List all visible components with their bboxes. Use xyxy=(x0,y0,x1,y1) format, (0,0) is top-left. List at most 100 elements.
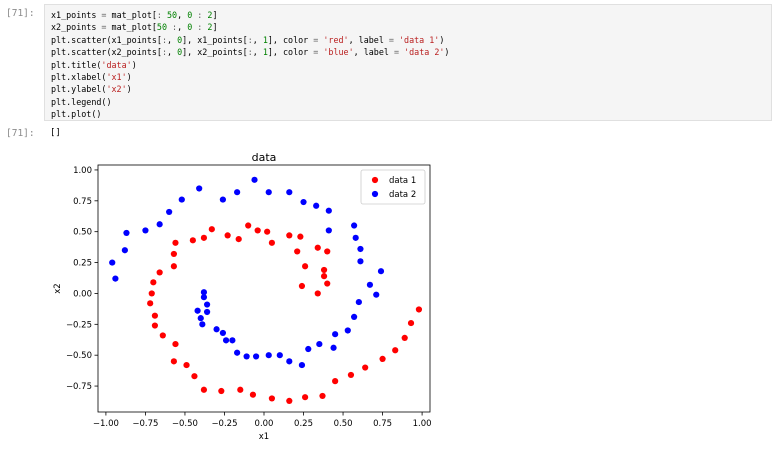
data-point-series-2 xyxy=(305,345,312,353)
data-point-series-1 xyxy=(170,250,177,258)
data-point-series-2 xyxy=(123,229,130,237)
data-point-series-1 xyxy=(347,371,355,379)
code-token: ], color xyxy=(267,34,314,45)
code-token: plt.legend() xyxy=(51,96,112,107)
code-token: : xyxy=(192,22,208,33)
code-editor[interactable]: x1_points = mat_plot[: 50, 0 : 2] x2_poin… xyxy=(51,9,449,121)
code-token: ) xyxy=(439,34,445,45)
data-point-series-1 xyxy=(159,332,166,339)
code-token: = xyxy=(313,47,319,58)
code-token: 'blue' xyxy=(323,47,354,58)
data-point-series-1 xyxy=(401,334,408,341)
data-point-series-1 xyxy=(297,233,304,240)
code-token: ) xyxy=(444,47,450,58)
data-point-series-2 xyxy=(203,308,211,316)
data-point-series-1 xyxy=(191,373,198,380)
code-line: plt.xlabel('x1') xyxy=(51,71,449,83)
code-token: ) xyxy=(126,84,132,95)
y-tick-label: 0.75 xyxy=(73,197,92,207)
data-point-series-1 xyxy=(208,226,215,233)
data-point-series-1 xyxy=(172,239,179,246)
code-token: , xyxy=(166,34,178,45)
data-point-series-2 xyxy=(265,352,272,359)
data-point-series-1 xyxy=(319,392,326,400)
data-point-series-1 xyxy=(249,391,257,398)
code-token: 0 xyxy=(187,22,193,33)
code-cell[interactable]: x1_points = mat_plot[: 50, 0 : 2] x2_poin… xyxy=(44,4,772,121)
code-line: plt.ylabel('x2') xyxy=(51,83,449,95)
code-token: 'data 1' xyxy=(399,34,440,45)
data-point-series-2 xyxy=(197,315,204,322)
x-tick-label: −0.75 xyxy=(132,419,158,429)
data-point-series-2 xyxy=(357,245,364,253)
code-token: 'x1' xyxy=(106,72,127,83)
y-tick-label: 1.00 xyxy=(73,166,92,176)
data-point-series-1 xyxy=(170,358,177,365)
x-tick-label: 1.00 xyxy=(413,419,432,429)
data-point-series-1 xyxy=(224,232,231,239)
data-point-series-2 xyxy=(234,349,241,356)
code-token: 1 xyxy=(262,34,268,45)
code-token: = xyxy=(96,10,112,20)
code-token: 50 xyxy=(156,22,168,33)
data-point-series-2 xyxy=(298,361,306,369)
code-line: plt.scatter(x2_points[:, 0], x2_points[:… xyxy=(51,46,449,58)
code-token: = xyxy=(313,34,319,45)
code-token: x1_points xyxy=(51,10,97,20)
code-token: plt.xlabel( xyxy=(51,72,107,83)
code-token: 0 xyxy=(177,47,183,58)
y-tick-label: 0.50 xyxy=(73,228,92,238)
code-token: plt.ylabel( xyxy=(51,84,107,95)
code-line: plt.scatter(x1_points[:, 0], x1_points[:… xyxy=(51,34,449,46)
data-point-series-1 xyxy=(268,239,276,246)
code-token: : xyxy=(247,34,253,45)
data-point-series-1 xyxy=(148,290,155,297)
code-token: ], x2_points[ xyxy=(182,47,248,58)
data-point-series-2 xyxy=(252,353,260,360)
x-tick-label: 0.75 xyxy=(373,419,392,429)
code-token: 50 xyxy=(161,10,178,20)
data-point-series-2 xyxy=(325,207,332,214)
code-token: 'data 2' xyxy=(404,47,445,58)
data-point-series-1 xyxy=(264,228,271,235)
x-tick-label: 0.00 xyxy=(255,419,274,429)
data-point-series-2 xyxy=(222,337,230,344)
data-point-series-2 xyxy=(203,301,211,308)
code-token: ], color xyxy=(267,47,314,58)
data-point-series-1 xyxy=(200,386,208,393)
data-point-series-2 xyxy=(300,198,307,206)
data-point-series-1 xyxy=(324,248,331,255)
data-point-series-1 xyxy=(314,244,321,251)
code-token: : xyxy=(192,10,208,20)
data-point-series-2 xyxy=(229,337,236,344)
code-token: : xyxy=(247,47,253,58)
data-point-series-1 xyxy=(151,322,159,329)
data-point-series-2 xyxy=(373,291,380,298)
x-tick-label: −1.00 xyxy=(93,419,119,429)
code-token: mat_plot[ xyxy=(111,10,157,20)
data-point-series-1 xyxy=(254,227,261,234)
plot-title: data xyxy=(252,151,277,164)
x-tick-label: 0.25 xyxy=(294,419,313,429)
data-point-series-2 xyxy=(344,327,351,334)
data-point-series-2 xyxy=(366,281,374,288)
x-axis-label: x1 xyxy=(259,432,269,442)
data-point-series-2 xyxy=(196,185,203,192)
x-tick-label: −0.50 xyxy=(172,419,198,429)
code-line: plt.plot() xyxy=(51,108,449,120)
code-token: : xyxy=(161,34,167,45)
code-token: plt.scatter(x2_points[ xyxy=(51,47,162,58)
data-point-series-1 xyxy=(314,290,321,297)
data-point-series-2 xyxy=(330,344,337,351)
data-point-series-2 xyxy=(351,222,358,229)
y-axis-label: x2 xyxy=(53,283,63,293)
data-point-series-2 xyxy=(377,268,385,275)
data-point-series-1 xyxy=(218,387,225,395)
code-line: x1_points = mat_plot[: 50, 0 : 2] xyxy=(51,9,449,21)
data-point-series-1 xyxy=(172,340,179,348)
data-point-series-1 xyxy=(415,306,423,313)
code-token: ) xyxy=(131,59,137,70)
data-point-series-1 xyxy=(150,279,157,286)
data-point-series-1 xyxy=(268,395,276,402)
code-token: ], x1_points[ xyxy=(182,34,248,45)
